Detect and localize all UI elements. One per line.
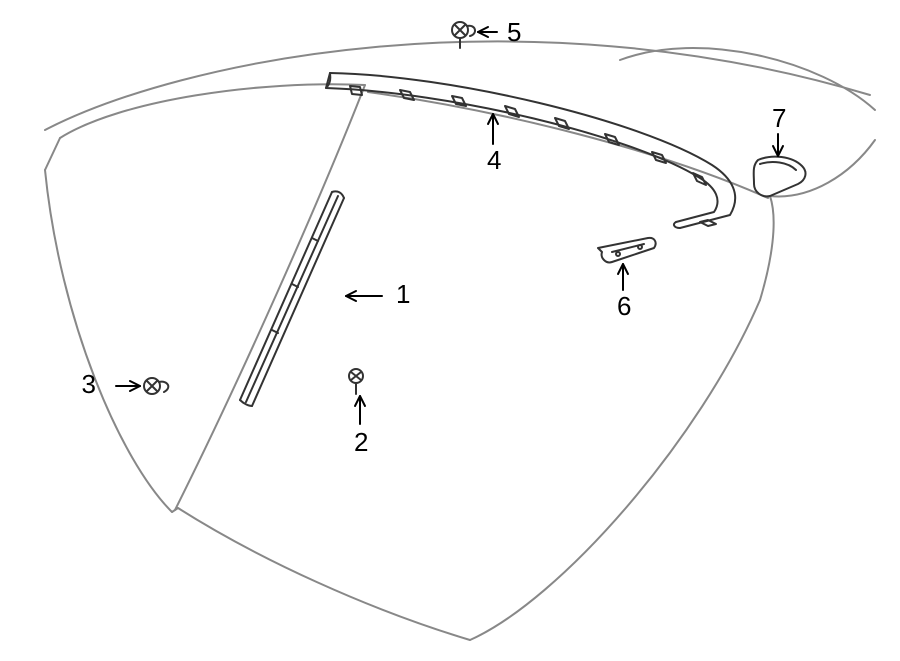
callout-label-1: 1 [396, 279, 410, 309]
callout-4: 4 [487, 114, 501, 175]
callout-1: 1 [346, 279, 410, 309]
callout-label-2: 2 [354, 427, 368, 457]
callout-2: 2 [354, 396, 368, 457]
pillar-molding-clip [349, 369, 363, 394]
callout-label-3: 3 [82, 369, 96, 399]
callout-label-4: 4 [487, 145, 501, 175]
upper-molding-bolt [452, 22, 475, 48]
lower-bracket [598, 238, 656, 263]
end-cap [754, 157, 806, 197]
callout-label-5: 5 [507, 17, 521, 47]
windshield-pillar-molding [240, 191, 344, 406]
callout-label-6: 6 [617, 291, 631, 321]
callout-3: 3 [82, 369, 140, 399]
retainer-clip [144, 378, 168, 394]
callout-6: 6 [617, 264, 631, 321]
parts-diagram: 1 2 3 4 5 6 [0, 0, 900, 661]
body-panel-outline [45, 41, 875, 640]
rear-upper-molding [326, 73, 735, 228]
callout-label-7: 7 [772, 103, 786, 133]
callout-7: 7 [772, 103, 786, 156]
